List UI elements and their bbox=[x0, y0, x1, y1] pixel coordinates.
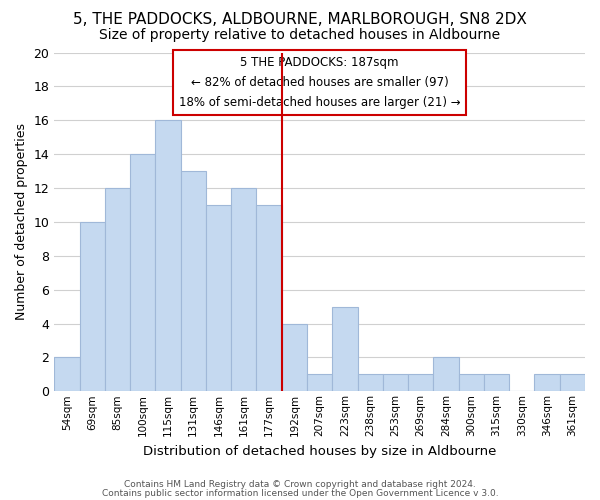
Text: 5, THE PADDOCKS, ALDBOURNE, MARLBOROUGH, SN8 2DX: 5, THE PADDOCKS, ALDBOURNE, MARLBOROUGH,… bbox=[73, 12, 527, 28]
Bar bbox=[358, 374, 383, 392]
Text: Contains HM Land Registry data © Crown copyright and database right 2024.: Contains HM Land Registry data © Crown c… bbox=[124, 480, 476, 489]
Bar bbox=[383, 374, 408, 392]
Bar bbox=[181, 171, 206, 392]
Text: 5 THE PADDOCKS: 187sqm
← 82% of detached houses are smaller (97)
18% of semi-det: 5 THE PADDOCKS: 187sqm ← 82% of detached… bbox=[179, 56, 460, 109]
Bar bbox=[282, 324, 307, 392]
Bar bbox=[54, 358, 80, 392]
Bar bbox=[458, 374, 484, 392]
Bar bbox=[105, 188, 130, 392]
Bar bbox=[560, 374, 585, 392]
Bar bbox=[307, 374, 332, 392]
Bar bbox=[80, 222, 105, 392]
Bar bbox=[256, 205, 282, 392]
Bar bbox=[535, 374, 560, 392]
Bar bbox=[332, 306, 358, 392]
Bar bbox=[206, 205, 231, 392]
Bar bbox=[433, 358, 458, 392]
Bar bbox=[130, 154, 155, 392]
Text: Size of property relative to detached houses in Aldbourne: Size of property relative to detached ho… bbox=[100, 28, 500, 42]
Bar bbox=[231, 188, 256, 392]
Bar bbox=[155, 120, 181, 392]
X-axis label: Distribution of detached houses by size in Aldbourne: Distribution of detached houses by size … bbox=[143, 444, 496, 458]
Text: Contains public sector information licensed under the Open Government Licence v : Contains public sector information licen… bbox=[101, 488, 499, 498]
Y-axis label: Number of detached properties: Number of detached properties bbox=[15, 124, 28, 320]
Bar bbox=[484, 374, 509, 392]
Bar bbox=[408, 374, 433, 392]
